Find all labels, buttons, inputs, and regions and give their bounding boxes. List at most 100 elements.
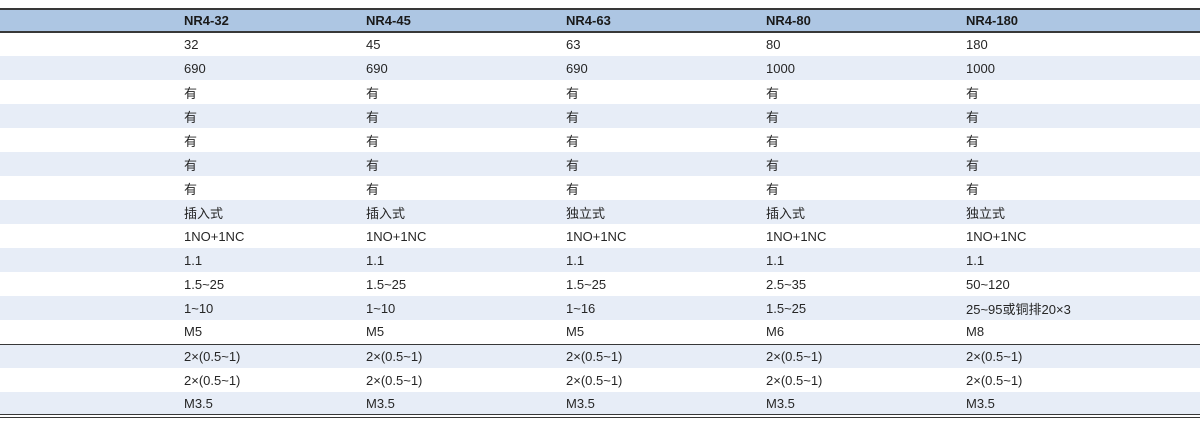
table-row: M3.5 M3.5 M3.5 M3.5 M3.5: [0, 392, 1200, 416]
header-cell: NR4-63: [566, 13, 611, 28]
table-cell: M3.5: [966, 395, 995, 411]
table-cell: 有: [566, 181, 580, 197]
table-cell: M3.5: [184, 395, 213, 411]
row-label-cell: [0, 32, 180, 56]
table-cell: 独立式: [566, 205, 606, 221]
table-cell: M5: [184, 324, 203, 340]
table-cell: 1~10: [366, 300, 396, 316]
table-cell: 2×(0.5~1): [366, 348, 423, 364]
row-label-cell: [0, 80, 180, 104]
table-cell: 有: [184, 85, 198, 101]
table-cell: M5: [566, 324, 585, 340]
row-label-cell: [0, 176, 180, 200]
table-cell: 1NO+1NC: [766, 228, 827, 244]
table-cell: 有: [766, 181, 780, 197]
row-label-cell: [0, 152, 180, 176]
table-row: 插入式 插入式 独立式 插入式 独立式: [0, 200, 1200, 224]
row-label-cell: [0, 104, 180, 128]
table-cell: 1NO+1NC: [966, 228, 1027, 244]
row-label-cell: [0, 368, 180, 392]
table-cell: 2×(0.5~1): [566, 372, 623, 388]
table-cell: 2×(0.5~1): [566, 348, 623, 364]
table-cell: 插入式: [184, 205, 224, 221]
table-cell: 有: [366, 109, 380, 125]
table-cell: 2×(0.5~1): [766, 348, 823, 364]
header-cell: NR4-80: [766, 13, 811, 28]
header-cell: NR4-45: [366, 13, 411, 28]
table-cell: 有: [766, 85, 780, 101]
table-row: 1.5~25 1.5~25 1.5~25 2.5~35 50~120: [0, 272, 1200, 296]
table-row: 有有有有有: [0, 152, 1200, 176]
table-cell: 1NO+1NC: [366, 228, 427, 244]
table-cell: 1.5~25: [566, 276, 607, 292]
table-cell: 有: [184, 181, 198, 197]
table-cell: 1000: [966, 60, 995, 76]
row-label-cell: [0, 248, 180, 272]
table-cell: 插入式: [366, 205, 406, 221]
table-cell: 1.5~25: [184, 276, 225, 292]
table-cell: 2×(0.5~1): [766, 372, 823, 388]
table-cell: 有: [184, 157, 198, 173]
header-cell: NR4-32: [184, 13, 229, 28]
row-label-cell: [0, 224, 180, 248]
table-cell: M3.5: [566, 395, 595, 411]
table-cell: 1.1: [966, 252, 985, 268]
table-row: 有有有有有: [0, 104, 1200, 128]
table-row: 1.1 1.1 1.1 1.1 1.1: [0, 248, 1200, 272]
table-cell: 1.1: [566, 252, 585, 268]
table-row: 2×(0.5~1) 2×(0.5~1) 2×(0.5~1) 2×(0.5~1) 2×(0…: [0, 344, 1200, 368]
table-cell: 有: [184, 109, 198, 125]
table-cell: 有: [366, 181, 380, 197]
header-row: NR4-32 NR4-45 NR4-63 NR4-80 NR4-180: [0, 9, 1200, 32]
row-label-cell: [0, 272, 180, 296]
table-cell: 有: [966, 157, 980, 173]
table-cell: 有: [566, 85, 580, 101]
table-cell: 1.5~25: [366, 276, 407, 292]
row-label-cell: [0, 296, 180, 320]
table-cell: 有: [184, 133, 198, 149]
table-cell: 80: [766, 37, 781, 52]
table-cell: M5: [366, 324, 385, 340]
table-cell: 1NO+1NC: [566, 228, 627, 244]
table-cell: 有: [366, 157, 380, 173]
table-row: 2×(0.5~1) 2×(0.5~1) 2×(0.5~1) 2×(0.5~1) 2×(0…: [0, 368, 1200, 392]
table-cell: 有: [966, 133, 980, 149]
table-row: 有有有有有: [0, 176, 1200, 200]
table-cell: 有: [566, 157, 580, 173]
table-cell: 1~10: [184, 300, 214, 316]
table-cell: 有: [966, 85, 980, 101]
table-cell: 有: [766, 157, 780, 173]
table-cell: 2×(0.5~1): [366, 372, 423, 388]
row-label-cell: [0, 344, 180, 368]
header-cell-rowlabel: [0, 9, 180, 32]
header-cell: NR4-180: [966, 13, 1019, 28]
table-cell: 32: [184, 37, 199, 52]
table-cell: 690: [366, 60, 388, 76]
table-body: 32 45 63 80 180 690 690 690 1000 1000 有有有有有有有有有有有有…: [0, 32, 1200, 416]
table-cell: 1.1: [766, 252, 785, 268]
table-cell: 1.1: [366, 252, 385, 268]
table-cell: 有: [366, 133, 380, 149]
table-cell: 63: [566, 37, 581, 52]
row-label-cell: [0, 320, 180, 344]
table-row: 32 45 63 80 180: [0, 32, 1200, 56]
table-cell: 50~120: [966, 276, 1010, 292]
table-cell: 1NO+1NC: [184, 228, 245, 244]
table-row: 有有有有有: [0, 128, 1200, 152]
table-cell: 有: [566, 133, 580, 149]
table-cell: 690: [184, 60, 206, 76]
table-cell: 25~95或铜排20×3: [966, 301, 1071, 317]
table-cell: 有: [966, 181, 980, 197]
table-cell: 有: [766, 109, 780, 125]
table-cell: 1.5~25: [766, 300, 807, 316]
table-cell: 有: [966, 109, 980, 125]
table-cell: 2×(0.5~1): [966, 348, 1023, 364]
table-cell: M6: [766, 324, 785, 340]
table-cell: M8: [966, 324, 985, 340]
spec-table: NR4-32 NR4-45 NR4-63 NR4-80 NR4-180 32 45 63 80…: [0, 8, 1200, 418]
table-cell: 2×(0.5~1): [184, 372, 241, 388]
table-cell: 2×(0.5~1): [966, 372, 1023, 388]
row-label-cell: [0, 128, 180, 152]
table-row: 690 690 690 1000 1000: [0, 56, 1200, 80]
table-cell: 独立式: [966, 205, 1006, 221]
